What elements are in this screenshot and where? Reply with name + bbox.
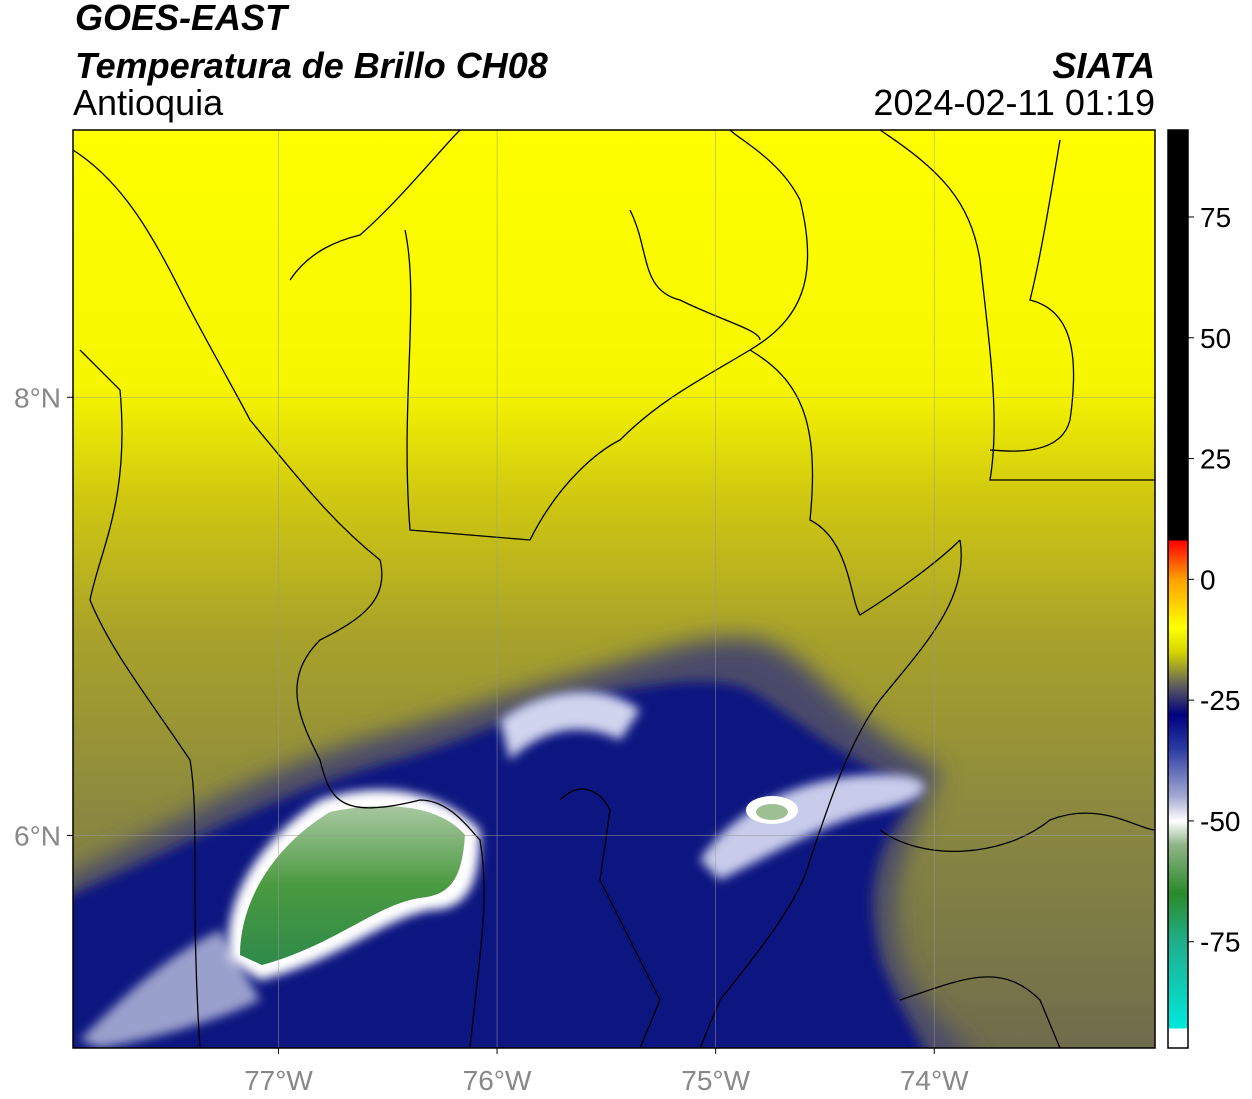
- grid: [73, 130, 1155, 1048]
- colorbar-tick-label: 25: [1200, 444, 1231, 475]
- boundaries: [73, 130, 1155, 1048]
- colorbar: -75 -50 -25 0 25 50 75: [1167, 129, 1240, 1049]
- colorbar-tick-label: 75: [1200, 202, 1231, 233]
- x-tick-label: 77°W: [244, 1065, 313, 1096]
- cloud-top: [500, 691, 640, 760]
- colorbar-tick-label: -25: [1200, 685, 1240, 716]
- cloud-top: [80, 930, 260, 1048]
- cloud-core: [756, 804, 788, 820]
- y-tick-label: 8°N: [14, 382, 61, 413]
- map-image: [73, 130, 1155, 1048]
- colorbar-tick-label: -75: [1200, 927, 1240, 958]
- timestamp: 2024-02-11 01:19: [873, 82, 1155, 123]
- source: SIATA: [1052, 45, 1155, 86]
- x-tick-label: 74°W: [900, 1065, 969, 1096]
- map-frame: [72, 129, 1156, 1049]
- region: Antioquia: [73, 82, 224, 123]
- cloud-core: [240, 805, 465, 965]
- cloud-top: [700, 774, 925, 880]
- y-tick-label: 6°N: [14, 820, 61, 851]
- colorbar-tick-label: -50: [1200, 806, 1240, 837]
- colorbar-scale: [1167, 129, 1189, 1049]
- colorbar-tick-label: 50: [1200, 323, 1231, 354]
- title: GOES-EAST: [75, 0, 290, 38]
- x-tick-label: 75°W: [681, 1065, 750, 1096]
- x-tick-label: 76°W: [463, 1065, 532, 1096]
- colorbar-tick-label: 0: [1200, 564, 1216, 595]
- subtitle: Temperatura de Brillo CH08: [75, 45, 548, 86]
